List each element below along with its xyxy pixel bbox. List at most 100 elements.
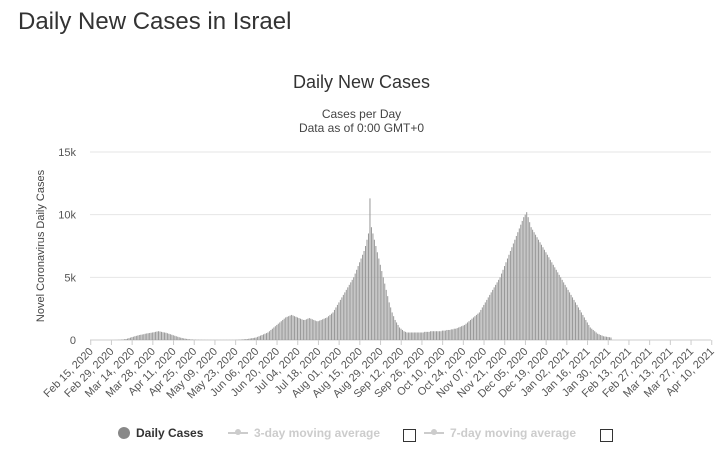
bar[interactable] [589,327,591,340]
bar[interactable] [301,319,303,340]
bar[interactable] [407,332,409,340]
bar[interactable] [189,339,191,340]
bar[interactable] [134,336,136,340]
bar[interactable] [345,289,347,340]
bar[interactable] [580,312,582,340]
bar[interactable] [338,302,340,340]
bar[interactable] [382,277,384,340]
bar[interactable] [126,338,128,340]
bar[interactable] [354,273,356,340]
bar[interactable] [549,259,551,340]
bar[interactable] [406,332,408,340]
bar[interactable] [435,331,438,340]
bar[interactable] [481,307,483,340]
bar[interactable] [477,313,479,340]
bar[interactable] [564,284,566,340]
bar[interactable] [573,299,575,340]
bar[interactable] [583,317,585,340]
bar[interactable] [555,269,557,340]
bar[interactable] [339,299,341,340]
bar[interactable] [168,333,170,340]
bar[interactable] [478,312,480,340]
bar[interactable] [331,313,333,340]
bar[interactable] [270,329,272,340]
bar[interactable] [294,316,296,340]
bar[interactable] [177,336,179,340]
bar[interactable] [492,289,494,340]
bar[interactable] [262,334,265,340]
bar[interactable] [329,314,331,340]
bar[interactable] [515,235,517,340]
bar[interactable] [298,318,300,340]
bar[interactable] [323,318,325,340]
bar[interactable] [254,337,256,340]
bar[interactable] [286,316,288,340]
bar[interactable] [496,282,498,340]
bar[interactable] [558,274,560,340]
bar[interactable] [419,332,421,340]
bar[interactable] [469,319,472,340]
bar[interactable] [129,337,131,340]
bar[interactable] [449,329,451,340]
bar[interactable] [474,316,476,340]
bar[interactable] [282,319,284,340]
bar[interactable] [563,282,565,340]
bar[interactable] [146,333,148,340]
bar[interactable] [561,279,563,340]
bar[interactable] [536,237,538,340]
bar[interactable] [243,339,245,340]
bar[interactable] [373,239,375,340]
bar[interactable] [523,217,525,340]
bar[interactable] [410,332,412,340]
bar[interactable] [342,294,344,340]
bar[interactable] [141,334,143,340]
bar[interactable] [567,289,569,340]
bar[interactable] [333,309,335,340]
bar[interactable] [344,292,346,340]
bar[interactable] [184,338,186,340]
bar[interactable] [484,302,486,340]
bar[interactable] [357,266,359,340]
bar[interactable] [242,339,244,340]
bar[interactable] [461,326,463,340]
bar[interactable] [240,339,242,341]
bar[interactable] [399,327,401,340]
bar[interactable] [404,331,406,340]
bar[interactable] [122,339,124,340]
bar[interactable] [265,333,267,340]
bar[interactable] [517,232,519,340]
bar[interactable] [572,297,574,340]
bar[interactable] [566,287,568,340]
bar[interactable] [499,277,501,340]
bar[interactable] [606,336,608,340]
bar[interactable] [570,294,572,340]
bar[interactable] [560,277,562,340]
bar[interactable] [325,318,327,340]
bar[interactable] [393,316,395,340]
bar[interactable] [450,329,452,340]
bar[interactable] [465,323,467,340]
bar[interactable] [557,272,559,340]
bar[interactable] [444,330,446,340]
bar[interactable] [186,338,188,340]
bar[interactable] [533,232,535,340]
bar[interactable] [132,336,134,340]
bar[interactable] [369,198,371,340]
bar[interactable] [155,331,157,340]
bar[interactable] [540,244,542,340]
bar[interactable] [341,297,343,340]
bar[interactable] [149,332,151,340]
bar[interactable] [251,338,253,340]
bar[interactable] [169,334,171,340]
bar[interactable] [192,339,194,341]
bar[interactable] [455,328,457,340]
bar[interactable] [166,333,168,340]
bar[interactable] [257,336,259,340]
bar[interactable] [600,334,602,340]
bar[interactable] [447,329,449,340]
bar[interactable] [520,224,522,340]
bar[interactable] [597,333,599,340]
bar[interactable] [394,319,396,340]
bar[interactable] [526,212,528,340]
bar[interactable] [335,307,337,340]
